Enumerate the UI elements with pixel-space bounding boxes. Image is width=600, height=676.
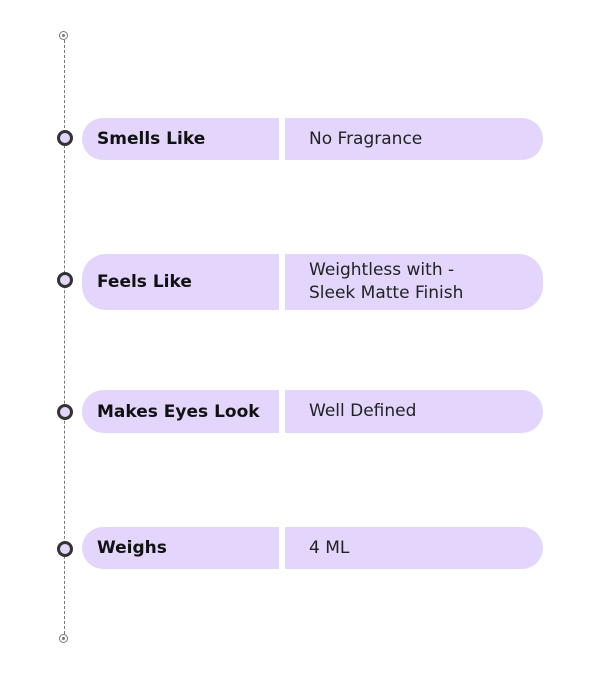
- attribute-label: Makes Eyes Look: [82, 390, 279, 433]
- attribute-label: Smells Like: [82, 118, 279, 160]
- timeline-dot-icon: [57, 541, 73, 557]
- attribute-value: No Fragrance: [285, 118, 543, 160]
- attribute-value: Well Defined: [285, 390, 543, 433]
- timeline-end-icon: [59, 634, 68, 643]
- attribute-label: Weighs: [82, 527, 279, 569]
- timeline-dot-icon: [57, 272, 73, 288]
- timeline-dot-icon: [57, 404, 73, 420]
- timeline-line: [64, 40, 65, 634]
- attribute-label: Feels Like: [82, 254, 279, 310]
- attribute-value: Weightless with - Sleek Matte Finish: [285, 254, 543, 310]
- attribute-value: 4 ML: [285, 527, 543, 569]
- timeline-dot-icon: [57, 130, 73, 146]
- timeline-start-icon: [59, 31, 68, 40]
